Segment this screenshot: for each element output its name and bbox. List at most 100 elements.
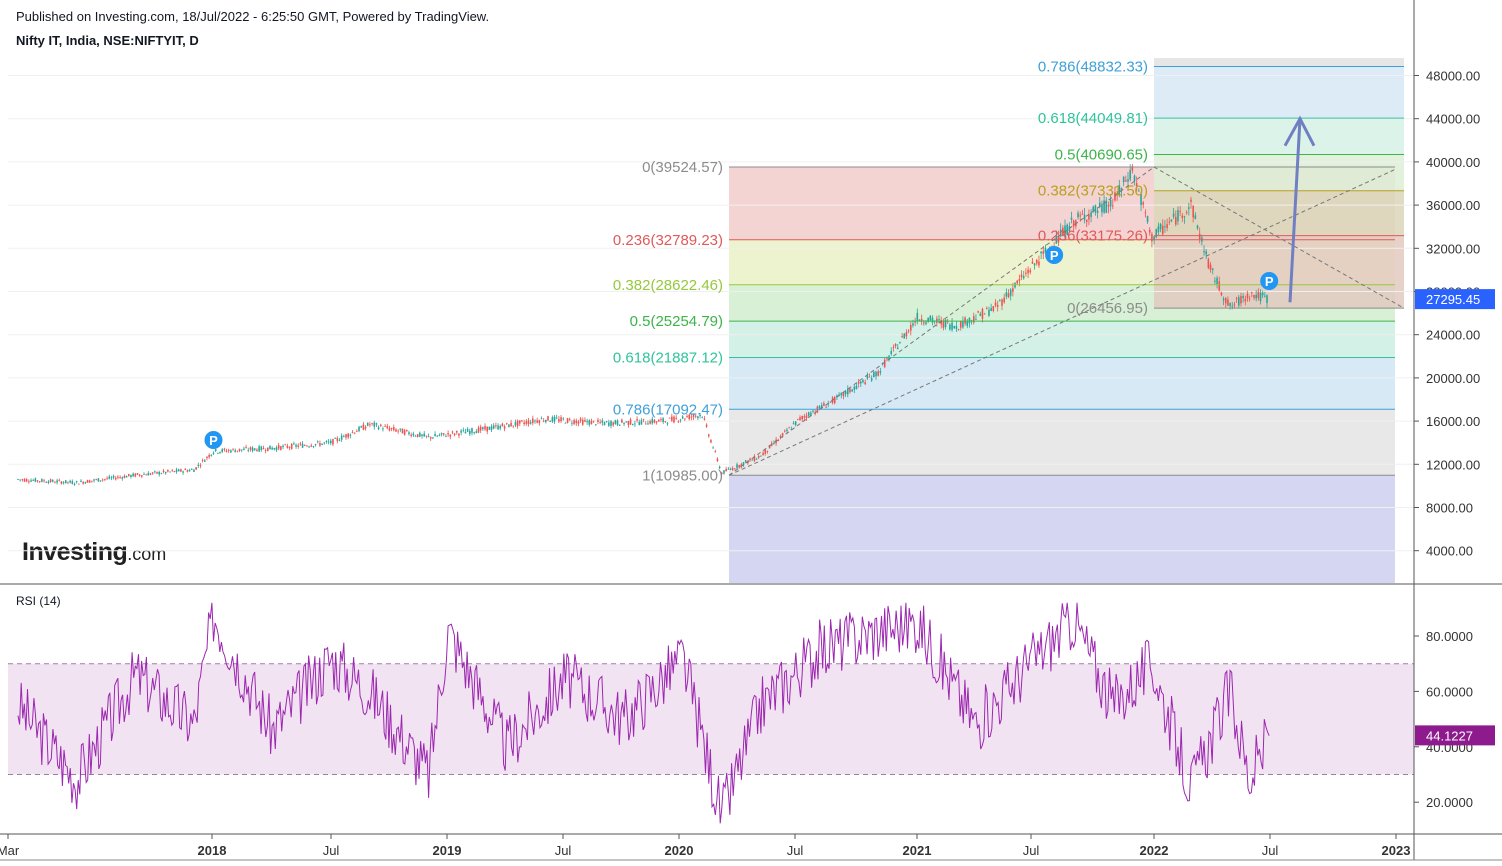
logo-brand: Investing [22, 538, 128, 566]
candle-body-540 [1190, 199, 1192, 202]
candle-body-533 [1174, 216, 1177, 225]
candle-body-7 [32, 480, 35, 481]
investing-logo: Investing.com [22, 538, 166, 567]
candle-body-514 [1133, 175, 1136, 182]
candle-body-500 [1103, 200, 1105, 213]
candle-body-208 [469, 430, 471, 435]
candle-body-371 [823, 403, 825, 406]
fib2-label-3: 0.382(37331.50) [1038, 183, 1148, 200]
candle-body-103 [240, 449, 243, 451]
candle-body-257 [575, 420, 578, 424]
candle-body-137 [314, 444, 317, 446]
candle-body-410 [907, 330, 910, 332]
candle-body-346 [768, 445, 771, 449]
candle-body-563 [1240, 295, 1242, 304]
candle-body-495 [1092, 206, 1095, 211]
candle-body-353 [783, 430, 786, 432]
candle-body-211 [475, 431, 478, 434]
candle-body-93 [219, 451, 221, 453]
candle-body-75 [180, 469, 182, 472]
fib2-label-4: 0.236(33175.26) [1038, 228, 1148, 245]
candle-body-189 [427, 436, 430, 437]
candle-body-348 [773, 442, 775, 444]
candle-body-197 [445, 436, 447, 437]
candle-body-91 [214, 448, 217, 452]
candle-body-416 [920, 318, 923, 322]
candle-body-548 [1207, 259, 1210, 269]
fib2-label-2: 0.5(40690.65) [1055, 146, 1148, 163]
candle-body-72 [173, 471, 176, 473]
candle-body-24 [69, 480, 71, 483]
trend-diagonal-3 [1153, 166, 1405, 309]
candle-body-420 [929, 315, 932, 321]
candle-body-161 [366, 422, 369, 426]
candle-body-446 [986, 307, 988, 309]
candle-body-362 [803, 416, 806, 418]
candle-body-468 [1033, 263, 1036, 266]
candle-body-449 [992, 306, 995, 311]
fib1-label-6: 1(10985.00) [642, 467, 723, 484]
time-tick-label-10: Jul [1262, 843, 1279, 858]
candle-body-558 [1229, 303, 1231, 306]
candle-body-83 [197, 464, 200, 466]
candle-body-64 [156, 471, 158, 474]
candle-body-107 [249, 447, 252, 450]
candle-body-60 [147, 472, 150, 476]
candle-body-280 [625, 421, 628, 423]
fib2-label-5: 0(26456.95) [1067, 300, 1148, 317]
candle-body-432 [955, 326, 958, 329]
pivot-marker-1: P [1045, 246, 1064, 264]
candle-body-302 [673, 416, 675, 423]
candle-body-216 [486, 426, 488, 432]
candle-body-397 [879, 371, 882, 373]
candle-body-55 [136, 473, 139, 475]
candle-body-188 [425, 435, 428, 437]
candle-body-73 [175, 469, 178, 472]
candle-body-526 [1159, 224, 1162, 230]
candle-body-242 [542, 420, 545, 422]
candle-body-417 [923, 322, 925, 324]
candle-body-52 [130, 474, 132, 478]
candle-body-358 [794, 421, 797, 425]
candle-body-186 [421, 434, 423, 436]
candle-body-176 [399, 428, 402, 430]
candle-body-559 [1231, 306, 1234, 308]
candle-body-174 [395, 429, 397, 432]
candle-body-315 [701, 416, 704, 418]
candle-body-504 [1112, 205, 1114, 207]
candle-body-90 [212, 452, 215, 454]
candle-body-159 [362, 424, 365, 430]
candle-body-439 [970, 320, 973, 321]
candle-body-65 [158, 471, 160, 475]
candle-body-351 [779, 436, 782, 437]
candle-body-252 [564, 422, 567, 424]
candle-body-435 [962, 321, 964, 328]
candle-body-54 [134, 473, 137, 477]
publish-info: Published on Investing.com, 18/Jul/2022 … [16, 9, 490, 24]
candle-body-5 [28, 481, 30, 483]
fib1-label-2: 0.382(28622.46) [613, 277, 723, 294]
candle-body-517 [1140, 193, 1142, 206]
candle-body-146 [334, 437, 336, 439]
candle-body-100 [234, 450, 237, 453]
candle-body-167 [379, 424, 382, 427]
time-tick-label-11: 2023 [1382, 843, 1411, 858]
candle-body-316 [703, 418, 706, 420]
candle-body-530 [1168, 221, 1171, 223]
candle-body-2 [21, 479, 24, 481]
candle-body-118 [273, 448, 276, 450]
candle-body-415 [918, 319, 921, 321]
candle-body-409 [905, 332, 908, 337]
candle-body-292 [651, 418, 654, 424]
candle-body-403 [892, 347, 895, 348]
candle-body-283 [631, 424, 634, 425]
candle-body-472 [1042, 251, 1045, 254]
candle-body-14 [47, 481, 50, 483]
candle-body-466 [1029, 270, 1032, 273]
candle-body-365 [810, 412, 812, 416]
candle-body-442 [977, 311, 979, 313]
candle-body-274 [612, 422, 614, 426]
candle-body-49 [123, 475, 126, 478]
